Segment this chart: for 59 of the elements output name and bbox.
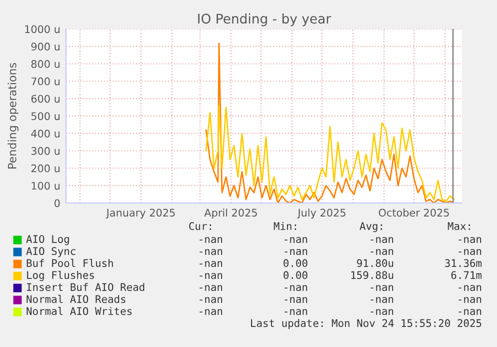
text: -nan (200, 237, 222, 244)
text: 159.88u (351, 271, 394, 280)
y-tick-label: 200 u (31, 164, 60, 172)
text: -nan (370, 297, 394, 304)
y-tick-label: 600 u (31, 94, 60, 103)
y-tick-label: 900 u (31, 42, 60, 51)
text: -nan (458, 285, 482, 292)
text: Avg: (360, 222, 382, 232)
x-tick-label: January 2025 (106, 208, 175, 219)
text: -nan (458, 309, 482, 316)
y-tick-label: 0 (54, 199, 60, 208)
text: -nan (370, 309, 394, 316)
chart-title: IO Pending - by year (198, 13, 332, 26)
legend-label: Normal AIO Writes (26, 306, 132, 316)
text: -nan (200, 297, 222, 304)
text: 91.80u (357, 259, 394, 268)
line-series (205, 104, 455, 202)
line-series (205, 42, 455, 203)
text: -nan (370, 285, 394, 292)
legend-label: Log Flushes (27, 270, 94, 282)
text: -nan (458, 249, 482, 256)
text: Min: (274, 222, 296, 230)
legend-label: Insert Buf AIO Read (27, 282, 144, 292)
legend-label: Buf Pool Flush (26, 258, 113, 268)
y-tick-label: 300 u (31, 147, 60, 155)
text: Max: (448, 222, 470, 230)
legend-label: AIO Log (26, 235, 69, 246)
y-axis-title: Pending operations (8, 63, 18, 168)
y-tick-label: 700 u (32, 77, 60, 86)
text: -nan (200, 273, 222, 280)
text: -nan (200, 309, 222, 316)
text: -nan (284, 237, 308, 244)
text: -nan (458, 297, 482, 304)
text: -nan (284, 285, 308, 292)
legend-label: Normal AIO Reads (26, 294, 126, 304)
text: -nan (200, 261, 222, 268)
text: -nan (200, 285, 222, 292)
x-tick-label: July 2025 (297, 208, 346, 219)
text: 6.71m (451, 271, 482, 280)
y-tick-label: 400 u (31, 130, 60, 138)
text: Cur: (189, 222, 212, 230)
text: -nan (370, 237, 394, 244)
text: -nan (200, 249, 222, 256)
text: -nan (458, 237, 482, 244)
text: -nan (284, 297, 308, 304)
x-tick-label: October 2025 (378, 208, 449, 217)
text: -nan (370, 249, 394, 256)
x-tick-label: April 2025 (204, 208, 257, 219)
y-tick-label: 500 u (31, 112, 60, 120)
text: -nan (284, 249, 308, 256)
y-tick-label: 100 u (32, 182, 60, 190)
text: 0.00 (284, 259, 308, 268)
text: -nan (284, 309, 308, 316)
text: Last update: Mon Nov 24 15:55:20 2025 (251, 318, 482, 330)
text: 31.36m (445, 259, 482, 268)
y-tick-label: 1000 u (25, 25, 60, 34)
y-tick-label: 800 u (31, 60, 60, 68)
legend-label: AIO Sync (26, 247, 76, 258)
text: 0.00 (284, 271, 308, 280)
